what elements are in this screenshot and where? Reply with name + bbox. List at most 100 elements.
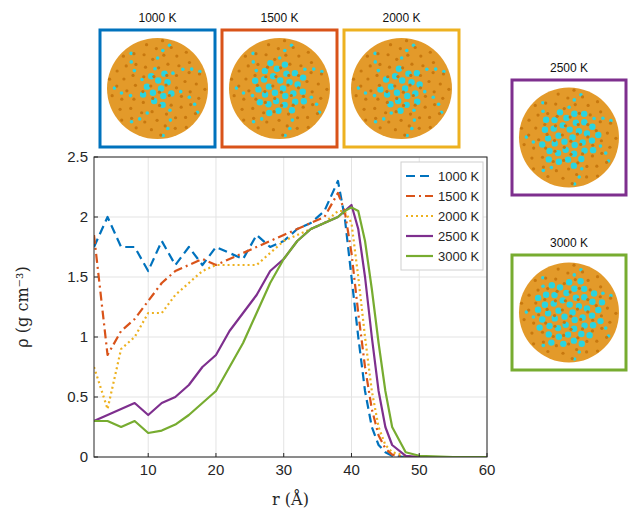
particle-atom bbox=[554, 102, 557, 105]
particle-atom bbox=[402, 104, 405, 107]
particle-atom bbox=[309, 95, 313, 99]
particle-atom bbox=[543, 292, 549, 298]
particle-atom bbox=[569, 315, 572, 318]
particle-atom bbox=[595, 307, 601, 313]
particle-atom bbox=[187, 71, 190, 74]
particle-atom bbox=[574, 103, 577, 106]
particle-atom bbox=[406, 54, 409, 57]
particle-atom bbox=[544, 101, 547, 104]
particle-atom bbox=[302, 106, 305, 109]
particle-atom bbox=[369, 89, 372, 92]
particle-atom bbox=[402, 91, 405, 94]
particle-atom bbox=[421, 64, 424, 67]
particle-atom bbox=[557, 109, 563, 115]
particle-atom bbox=[319, 97, 322, 100]
particle-atom bbox=[535, 295, 541, 301]
y-tick-label: 1.5 bbox=[67, 268, 88, 285]
particle-atom bbox=[364, 119, 367, 122]
particle-atom bbox=[542, 127, 548, 133]
particle-atom bbox=[251, 52, 255, 56]
particle-atom bbox=[284, 54, 287, 57]
particle-atom bbox=[170, 104, 173, 107]
particle-atom bbox=[590, 322, 596, 328]
particle-atom bbox=[409, 74, 412, 77]
particle-atom bbox=[158, 104, 161, 107]
particle-atom bbox=[412, 108, 416, 112]
particle-atom bbox=[290, 90, 296, 96]
particle-atom bbox=[366, 55, 369, 58]
inset: 2500 K bbox=[512, 61, 626, 195]
particle-atom bbox=[587, 104, 590, 107]
particle-atom bbox=[541, 109, 545, 113]
particle-atom bbox=[423, 90, 427, 94]
particle-atom bbox=[580, 167, 584, 171]
particle-atom bbox=[283, 49, 287, 53]
particle-atom bbox=[550, 166, 554, 170]
particle-atom bbox=[424, 95, 427, 98]
particle-atom bbox=[399, 119, 402, 122]
particle-atom bbox=[379, 126, 382, 129]
particle-atom bbox=[161, 70, 167, 76]
particle-atom bbox=[140, 78, 144, 82]
particle-atom bbox=[563, 290, 569, 296]
particle-atom bbox=[563, 115, 569, 121]
particle-atom bbox=[556, 334, 562, 340]
particle-atom bbox=[299, 64, 302, 67]
particle-atom bbox=[523, 143, 526, 146]
particle-atom bbox=[600, 327, 603, 330]
particle-atom bbox=[247, 64, 250, 67]
particle-atom bbox=[382, 117, 386, 121]
particle-atom bbox=[554, 299, 557, 302]
particle-atom bbox=[557, 284, 563, 290]
particle-atom bbox=[410, 63, 413, 66]
particle-atom bbox=[161, 39, 164, 42]
particle-atom bbox=[589, 123, 595, 129]
particle-atom bbox=[555, 132, 561, 138]
particle-atom bbox=[571, 337, 577, 343]
particle-atom bbox=[122, 77, 125, 80]
particle-atom bbox=[131, 74, 134, 77]
plot-background bbox=[94, 157, 487, 457]
particle-atom bbox=[292, 104, 295, 107]
particle-atom bbox=[115, 84, 118, 87]
particle-atom bbox=[577, 175, 581, 179]
particle-atom bbox=[557, 93, 560, 96]
particle-atom bbox=[283, 70, 289, 76]
particle-atom bbox=[378, 84, 381, 87]
particle-atom bbox=[145, 43, 148, 46]
particle-atom bbox=[590, 147, 596, 153]
particle-atom bbox=[405, 70, 411, 76]
particle-atom bbox=[589, 312, 595, 318]
tick-mark bbox=[94, 277, 98, 278]
legend-label: 3000 K bbox=[438, 249, 480, 264]
particle-atom bbox=[256, 84, 259, 87]
particle-atom bbox=[539, 141, 545, 147]
particle-atom bbox=[563, 146, 566, 149]
particle-atom bbox=[164, 83, 167, 86]
particle-atom bbox=[389, 43, 392, 46]
particle-atom bbox=[255, 69, 259, 73]
particle-atom bbox=[378, 63, 381, 66]
particle-atom bbox=[527, 134, 530, 137]
particle-atom bbox=[439, 82, 442, 85]
particle-atom bbox=[255, 86, 261, 92]
particle-atom bbox=[277, 47, 280, 50]
particle-atom bbox=[237, 84, 240, 87]
x-axis-title: r (Å) bbox=[272, 489, 309, 509]
particle-atom bbox=[442, 72, 445, 75]
particle-atom bbox=[581, 152, 584, 155]
particle-atom bbox=[556, 159, 562, 165]
particle-atom bbox=[274, 66, 280, 72]
particle-shell bbox=[107, 38, 208, 139]
particle-atom bbox=[543, 123, 546, 126]
particle-atom bbox=[561, 133, 564, 136]
particle-atom bbox=[264, 101, 267, 104]
particle-atom bbox=[129, 52, 133, 56]
particle-atom bbox=[571, 286, 577, 292]
particle-atom bbox=[541, 331, 544, 334]
tick-mark bbox=[94, 217, 98, 218]
particle-atom bbox=[566, 271, 569, 274]
particle-atom bbox=[175, 74, 178, 77]
particle-atom bbox=[585, 175, 588, 178]
particle-atom bbox=[168, 108, 172, 112]
